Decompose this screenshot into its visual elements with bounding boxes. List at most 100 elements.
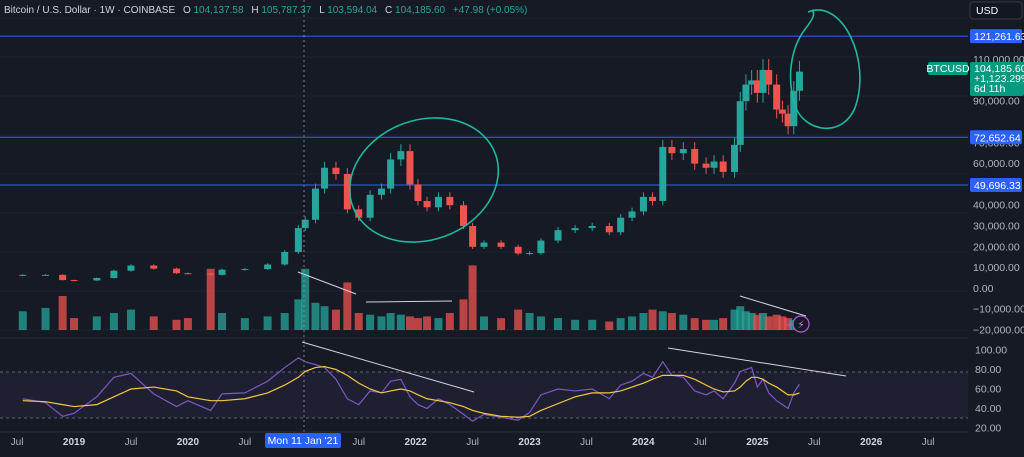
candle-body (343, 174, 351, 210)
volume-bar (702, 319, 711, 330)
candle-body (554, 230, 562, 241)
candle-body (588, 226, 596, 229)
candle-body (173, 268, 181, 274)
trendline-volume-3 (739, 295, 807, 317)
volume-bar (280, 313, 289, 330)
candle-body (281, 252, 289, 265)
candle-body (736, 101, 744, 145)
volume-bar (331, 309, 340, 330)
candle-body (414, 184, 422, 202)
price-tick-label: 30,000.00 (973, 221, 1020, 233)
candle-body (19, 274, 27, 276)
currency-button[interactable]: USD (969, 1, 1023, 20)
candle-body (207, 273, 215, 275)
drawing-circle-2025 (789, 9, 861, 130)
plus-icon[interactable]: + (786, 320, 794, 331)
volume-bar (109, 313, 118, 330)
candle-body (691, 149, 699, 164)
price-badge-change: +1,123.29% (974, 73, 1024, 85)
candle-body (378, 188, 386, 195)
candle-body (639, 196, 647, 212)
volume-bar (690, 318, 699, 330)
price-tick-label: 20,000.00 (973, 241, 1020, 253)
time-tick-label: 2020 (177, 437, 200, 448)
volume-bar (386, 313, 395, 330)
ticker-label: BTCUSD (926, 63, 970, 75)
candle-body (301, 219, 309, 229)
candle-body (321, 167, 329, 189)
candle-body (617, 217, 625, 233)
rsi-line (22, 357, 800, 422)
rsi-lines (22, 357, 800, 422)
volume-bar (92, 316, 101, 330)
time-ticks: Jul 2019 Jul 2020 Jul Jul 2022 Jul 2023 Jul 2024 Ju… (11, 437, 935, 448)
crosshair-date-badge (265, 433, 341, 448)
volume-bar (616, 318, 625, 330)
candle-body (127, 265, 135, 271)
rsi-tick-label: 20.00 (975, 423, 1001, 435)
legend-close-label: C (385, 5, 392, 16)
time-tick-label: Jul (694, 437, 707, 448)
rsi-ma-line (22, 365, 800, 418)
candle-body (748, 80, 756, 85)
candle-body (311, 188, 319, 220)
candle-body (537, 240, 545, 254)
time-tick-label: Jul (580, 437, 593, 448)
candle-body (332, 167, 340, 174)
candle-body (679, 149, 687, 154)
candle-body (790, 90, 798, 127)
time-tick-label: Jul (125, 437, 138, 448)
candle-body (397, 151, 405, 160)
candle-body (605, 226, 613, 233)
volume-bar (459, 299, 468, 330)
volume-bar (434, 318, 443, 330)
volume-bar (759, 313, 768, 330)
candle-body (59, 274, 67, 281)
trendline-rsi-1 (301, 341, 475, 393)
volume-bar (377, 316, 386, 330)
legend-high: 105,787.37 (261, 5, 311, 16)
level-badge (970, 178, 1022, 193)
legend-line: Bitcoin / U.S. Dollar · 1W · COINBASE O … (4, 5, 527, 16)
candle-body (759, 70, 767, 93)
time-tick-label: Jul (466, 437, 479, 448)
volume-bar (294, 299, 303, 330)
volume-bar (413, 318, 422, 330)
candle-body (753, 80, 761, 93)
candle-body (70, 280, 78, 282)
time-tick-label: 2025 (746, 437, 769, 448)
candle-body (42, 274, 50, 276)
volume-bar (320, 306, 329, 330)
price-badge: 104,185.60 +1,123.29% 6d 11h (970, 62, 1024, 96)
volume-bar (70, 318, 79, 330)
volume-bar (658, 311, 667, 330)
volume-bar (18, 311, 27, 330)
rsi-band (0, 372, 968, 418)
currency-button-label: USD (976, 5, 999, 17)
volume-bar (736, 306, 745, 330)
legend-change: +47.98 (+0.05%) (453, 5, 528, 16)
candle-body (446, 196, 454, 206)
candle-body (571, 228, 579, 231)
volume-bar (206, 268, 215, 330)
price-tick-label: 10,000.00 (973, 262, 1020, 274)
candle-body (702, 163, 710, 168)
volume-bar (445, 313, 454, 330)
level-badge-label: 121,261.63 (974, 31, 1024, 43)
candle-body (668, 146, 676, 154)
volume-bar (41, 307, 50, 330)
alert-icon[interactable]: ⚡ (792, 315, 810, 333)
volume-bar (588, 319, 597, 330)
candle-body (742, 84, 750, 102)
volume-bar (778, 316, 787, 330)
candle-body (184, 273, 192, 275)
grid-lines (0, 17, 968, 331)
candle-body (110, 270, 118, 278)
time-tick-label: 2019 (63, 437, 86, 448)
time-tick-label: Jul (922, 437, 935, 448)
time-tick-label: Jul (11, 437, 24, 448)
volume-bars (18, 265, 804, 330)
candle-body (460, 205, 468, 226)
volume-bar (126, 309, 135, 330)
